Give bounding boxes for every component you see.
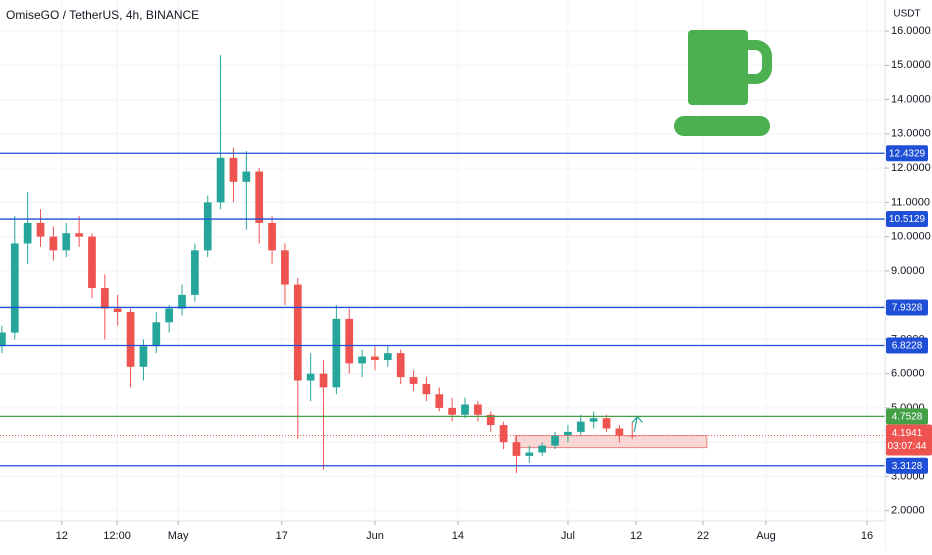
candle-body [332, 318, 341, 388]
time-axis-bg [0, 521, 885, 550]
price-unit: USDT [893, 9, 920, 20]
candle-body [319, 373, 328, 388]
level-badge [886, 211, 928, 228]
x-tick-label: 16 [861, 530, 873, 542]
chart-title: OmiseGO / TetherUS, 4h, BINANCE [6, 8, 199, 22]
candle-body [139, 346, 148, 367]
candle-body [165, 308, 174, 323]
candle-body [486, 414, 495, 426]
candle-body [242, 171, 251, 182]
candle-body [538, 445, 547, 453]
price-badge-label: 4.1941 [892, 428, 923, 439]
candle-body [602, 418, 611, 429]
countdown-label: 03:07:44 [888, 441, 927, 452]
x-tick-label: Jul [561, 530, 575, 542]
candle-body [409, 377, 418, 384]
x-tick-label: 17 [276, 530, 288, 542]
candle-body [49, 236, 58, 251]
candle-body [216, 157, 225, 203]
candle-body [268, 222, 276, 251]
candle-body [564, 431, 572, 436]
candle-body [23, 222, 32, 244]
candle-body [203, 202, 212, 251]
level-badge-label: 4.7528 [892, 412, 923, 423]
level-badge-label: 7.9328 [892, 303, 923, 314]
candle-body [435, 394, 444, 408]
candle-body [422, 383, 431, 395]
candle-body [178, 294, 186, 309]
price-badge [886, 424, 932, 456]
plot [0, 55, 885, 474]
level-badge [886, 408, 928, 425]
level-badge [886, 457, 928, 474]
arrow-shaft [633, 416, 638, 433]
x-tick-label: 12:00 [103, 530, 131, 542]
candle-body [628, 435, 637, 437]
candle-body [525, 452, 534, 456]
zone [514, 435, 708, 449]
candle-body [88, 236, 96, 289]
candle-body [100, 288, 109, 309]
candle-body [512, 442, 521, 456]
y-tick-label: 14.0000 [891, 93, 931, 105]
candle-body [371, 356, 379, 360]
level-badge-label: 6.8228 [892, 341, 923, 352]
level-badge [886, 299, 928, 316]
candle-body [126, 311, 135, 367]
x-tick-label: Aug [756, 530, 776, 542]
candle-body [461, 404, 469, 415]
candle-body [589, 418, 598, 422]
candle-body [281, 250, 289, 285]
y-tick-label: 16.0000 [891, 25, 931, 37]
x-tick-label: 12 [56, 530, 68, 542]
candle-body [306, 373, 315, 381]
level-badge-label: 12.4329 [889, 148, 926, 159]
x-tick-label: Jun [366, 530, 384, 542]
y-tick-label: 13.0000 [891, 128, 931, 140]
y-tick-label: 6.0000 [891, 368, 925, 380]
candle-body [358, 356, 366, 364]
x-tick-label: 12 [630, 530, 642, 542]
candle-body [576, 421, 585, 432]
x-tick-label: May [168, 530, 189, 542]
candle-body [0, 332, 6, 347]
level-badge [886, 145, 928, 162]
candle-body [615, 428, 624, 436]
candle-body [10, 243, 19, 333]
axes: 2.00003.00004.00005.00006.00007.00008.00… [56, 25, 932, 542]
candle-body [345, 318, 354, 364]
level-badge-label: 3.3128 [892, 461, 923, 472]
y-tick-label: 12.0000 [891, 162, 931, 174]
x-tick-label: 14 [452, 530, 464, 542]
cup-handle [748, 40, 772, 84]
candle-body [396, 353, 405, 378]
candle-body [551, 435, 559, 446]
candle-body [474, 404, 482, 415]
candle-body [383, 353, 392, 360]
cup-body [688, 30, 748, 105]
x-tick-label: 22 [697, 530, 709, 542]
level-badge-label: 10.5129 [889, 214, 926, 225]
candle-body [229, 157, 238, 182]
candle-body [191, 250, 199, 295]
candle-body [255, 171, 264, 223]
candle-body [75, 233, 83, 237]
y-tick-label: 15.0000 [891, 59, 931, 71]
y-tick-label: 9.0000 [891, 265, 925, 277]
candle-body [113, 308, 122, 312]
coffee-icon [674, 30, 772, 136]
candle-body [499, 425, 508, 443]
y-tick-label: 2.0000 [891, 505, 925, 517]
candle-body [62, 233, 71, 251]
y-tick-label: 10.0000 [891, 231, 931, 243]
candle-body [293, 284, 302, 381]
candle-body [152, 322, 161, 347]
saucer [674, 116, 770, 136]
y-tick-label: 11.0000 [891, 196, 930, 208]
level-badge [886, 337, 928, 354]
candle-body [448, 407, 457, 415]
candle-body [36, 222, 45, 237]
